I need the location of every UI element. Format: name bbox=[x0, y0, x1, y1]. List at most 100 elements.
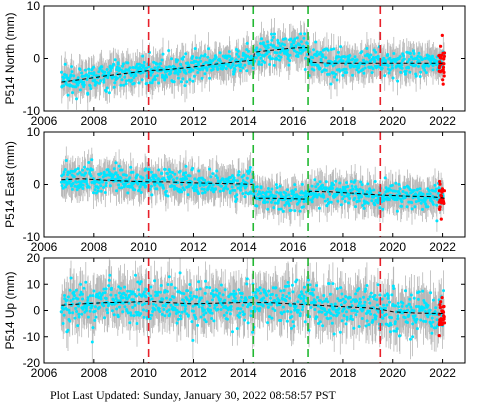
data-point bbox=[200, 187, 204, 191]
data-point bbox=[414, 200, 418, 204]
data-point bbox=[62, 76, 66, 80]
data-point bbox=[302, 36, 306, 40]
data-point bbox=[78, 171, 82, 175]
data-point bbox=[417, 196, 420, 200]
data-point bbox=[180, 291, 183, 295]
data-point bbox=[233, 188, 237, 192]
data-point bbox=[141, 70, 145, 74]
data-point bbox=[87, 185, 91, 189]
data-point bbox=[235, 52, 239, 56]
data-point bbox=[434, 189, 437, 193]
data-point bbox=[312, 48, 315, 52]
x-tick-label: 2010 bbox=[130, 114, 157, 128]
data-point bbox=[300, 195, 304, 199]
data-point bbox=[124, 293, 128, 297]
data-point bbox=[142, 64, 146, 68]
data-point bbox=[329, 200, 333, 204]
data-point bbox=[110, 286, 113, 290]
data-point bbox=[184, 164, 188, 168]
data-point bbox=[149, 170, 153, 174]
data-point bbox=[160, 67, 164, 70]
data-point bbox=[74, 180, 78, 184]
data-point bbox=[104, 297, 108, 300]
data-point bbox=[332, 183, 336, 187]
data-point bbox=[374, 50, 378, 54]
data-point bbox=[107, 178, 111, 182]
data-point bbox=[161, 52, 165, 56]
data-point bbox=[188, 283, 192, 286]
data-point bbox=[402, 54, 406, 58]
data-point bbox=[286, 57, 290, 61]
x-tick-label: 2014 bbox=[230, 240, 257, 254]
data-point bbox=[324, 68, 328, 72]
data-point bbox=[126, 61, 130, 65]
data-point bbox=[387, 198, 391, 202]
data-point bbox=[419, 201, 423, 205]
x-tick-label: 2006 bbox=[31, 240, 58, 254]
data-point bbox=[155, 62, 159, 66]
data-point bbox=[107, 71, 111, 75]
data-point bbox=[112, 313, 116, 317]
data-point bbox=[126, 289, 130, 293]
data-point bbox=[190, 320, 194, 324]
data-point bbox=[233, 68, 237, 71]
data-point bbox=[293, 183, 297, 187]
data-point bbox=[153, 78, 157, 81]
data-point bbox=[141, 176, 145, 180]
data-point bbox=[167, 308, 171, 312]
data-point bbox=[153, 178, 157, 182]
data-point bbox=[371, 67, 375, 71]
data-point bbox=[211, 172, 215, 176]
data-point bbox=[69, 299, 73, 303]
data-point bbox=[394, 181, 398, 185]
data-point bbox=[259, 192, 263, 196]
data-point bbox=[166, 283, 170, 286]
data-point bbox=[123, 285, 127, 289]
data-point bbox=[345, 71, 349, 74]
data-point bbox=[82, 83, 86, 87]
data-point bbox=[163, 304, 167, 308]
data-point bbox=[124, 173, 128, 177]
data-point bbox=[404, 72, 407, 76]
data-point bbox=[144, 167, 148, 171]
data-point bbox=[98, 181, 101, 185]
data-point bbox=[302, 205, 305, 209]
data-point bbox=[97, 70, 101, 74]
data-point bbox=[102, 304, 106, 308]
data-point bbox=[149, 184, 153, 188]
data-point bbox=[137, 301, 141, 305]
data-point bbox=[92, 71, 96, 75]
data-point bbox=[99, 79, 103, 83]
data-point bbox=[257, 62, 261, 66]
data-point bbox=[289, 199, 293, 202]
x-tick-label: 2008 bbox=[80, 240, 107, 254]
data-point bbox=[347, 201, 351, 205]
data-point bbox=[163, 314, 167, 318]
data-point bbox=[67, 181, 71, 185]
data-point bbox=[91, 294, 95, 298]
data-point bbox=[229, 176, 232, 179]
data-point bbox=[189, 61, 193, 65]
data-point bbox=[121, 62, 125, 66]
data-point bbox=[99, 184, 103, 188]
data-point bbox=[355, 68, 359, 72]
data-point bbox=[272, 206, 276, 210]
data-point bbox=[309, 59, 313, 63]
data-point bbox=[63, 62, 67, 66]
data-point bbox=[408, 188, 412, 192]
data-point bbox=[281, 46, 285, 50]
data-point bbox=[274, 183, 278, 187]
data-point bbox=[186, 289, 190, 293]
data-point bbox=[100, 65, 104, 69]
data-point bbox=[65, 183, 69, 186]
data-point bbox=[72, 290, 76, 294]
data-point bbox=[373, 180, 377, 183]
data-point bbox=[357, 190, 361, 194]
data-point bbox=[120, 186, 124, 190]
data-point bbox=[144, 184, 147, 188]
plot-area bbox=[59, 258, 447, 363]
data-point bbox=[69, 73, 73, 77]
data-point bbox=[286, 52, 289, 56]
data-point bbox=[81, 168, 84, 172]
data-point bbox=[71, 91, 75, 95]
